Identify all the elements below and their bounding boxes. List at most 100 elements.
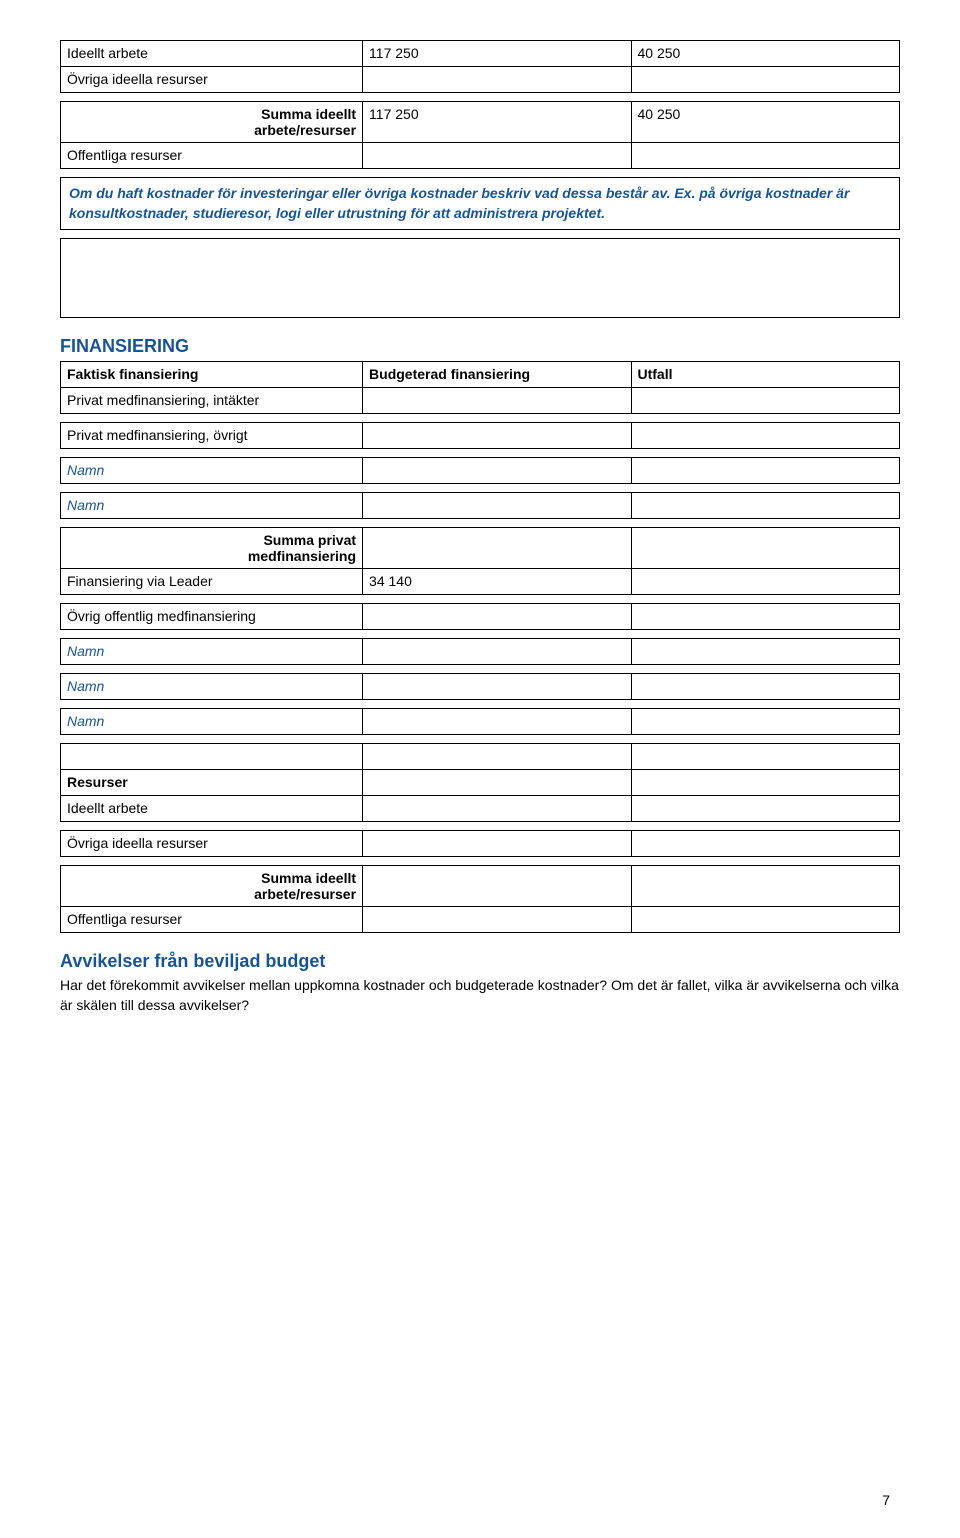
cell-namn: Namn [61, 639, 363, 665]
cell [631, 744, 900, 770]
table-row: Offentliga resurser [61, 143, 900, 169]
cell-header: Utfall [631, 362, 900, 388]
cell: 40 250 [631, 102, 900, 143]
cell: 117 250 [363, 102, 631, 143]
cell: 117 250 [363, 41, 631, 67]
cell: Övrig offentlig medfinansiering [61, 604, 363, 630]
cell: Privat medfinansiering, intäkter [61, 388, 363, 414]
table-row: Summa ideellt arbete/resurser 117 250 40… [61, 102, 900, 143]
cell [631, 866, 900, 907]
table-row: Namn [61, 674, 900, 700]
cell-namn: Namn [61, 674, 363, 700]
cell [631, 674, 900, 700]
table-finansiering-1: Faktisk finansiering Budgeterad finansie… [60, 361, 900, 414]
cell: 40 250 [631, 41, 900, 67]
table-finansiering-8: Namn [60, 673, 900, 700]
table-row: Ideellt arbete 117 250 40 250 [61, 41, 900, 67]
cell [363, 770, 631, 796]
cell [363, 388, 631, 414]
table-row: Namn [61, 493, 900, 519]
table-row: Övriga ideella resurser [61, 67, 900, 93]
cell-sum-privat: Summa privat medfinansiering [61, 528, 363, 569]
table-finansiering-11: Övriga ideella resurser [60, 830, 900, 857]
table-finansiering-9: Namn [60, 708, 900, 735]
note-box: Om du haft kostnader för investeringar e… [60, 177, 900, 230]
cell-header: Budgeterad finansiering [363, 362, 631, 388]
table-row: Namn [61, 458, 900, 484]
cell [363, 67, 631, 93]
cell-namn: Namn [61, 493, 363, 519]
cell [631, 143, 900, 169]
cell [631, 493, 900, 519]
cell-sum-ideellt: Summa ideellt arbete/resurser [61, 866, 363, 907]
table-row [61, 744, 900, 770]
table-row: Namn [61, 639, 900, 665]
cell [631, 458, 900, 484]
avvikelser-text: Har det förekommit avvikelser mellan upp… [60, 976, 900, 1015]
note-text: Om du haft kostnader för investeringar e… [69, 184, 891, 223]
cell [631, 423, 900, 449]
table-row: Övrig offentlig medfinansiering [61, 604, 900, 630]
cell [631, 569, 900, 595]
table-row: Övriga ideella resurser [61, 831, 900, 857]
cell: Övriga ideella resurser [61, 67, 363, 93]
table-row: Summa ideellt arbete/resurser [61, 866, 900, 907]
cell [363, 796, 631, 822]
table-row: Offentliga resurser [61, 907, 900, 933]
cell-empty [61, 744, 363, 770]
cell [631, 770, 900, 796]
cell [363, 866, 631, 907]
cell: 34 140 [363, 569, 631, 595]
table-row: Summa privat medfinansiering [61, 528, 900, 569]
empty-input-box[interactable] [60, 238, 900, 318]
cell [363, 143, 631, 169]
cell [631, 604, 900, 630]
table-row: Faktisk finansiering Budgeterad finansie… [61, 362, 900, 388]
cell: Privat medfinansiering, övrigt [61, 423, 363, 449]
table-finansiering-12: Summa ideellt arbete/resurser Offentliga… [60, 865, 900, 933]
cell [363, 709, 631, 735]
table-finansiering-5: Summa privat medfinansiering Finansierin… [60, 527, 900, 595]
table-row: Resurser [61, 770, 900, 796]
cell [631, 796, 900, 822]
cell-namn: Namn [61, 709, 363, 735]
cell [631, 831, 900, 857]
cell: Ideellt arbete [61, 41, 363, 67]
table-row: Privat medfinansiering, intäkter [61, 388, 900, 414]
table-ideellt-top: Ideellt arbete 117 250 40 250 Övriga ide… [60, 40, 900, 93]
cell [631, 639, 900, 665]
cell-namn: Namn [61, 458, 363, 484]
cell [363, 458, 631, 484]
cell-header: Faktisk finansiering [61, 362, 363, 388]
cell-sum-label: Summa ideellt arbete/resurser [61, 102, 363, 143]
table-finansiering-7: Namn [60, 638, 900, 665]
table-finansiering-10: Resurser Ideellt arbete [60, 743, 900, 822]
cell [363, 639, 631, 665]
cell [363, 831, 631, 857]
cell [631, 528, 900, 569]
heading-avvikelser: Avvikelser från beviljad budget [60, 951, 900, 972]
table-finansiering-2: Privat medfinansiering, övrigt [60, 422, 900, 449]
table-row: Namn [61, 709, 900, 735]
table-finansiering-3: Namn [60, 457, 900, 484]
cell: Finansiering via Leader [61, 569, 363, 595]
cell [631, 709, 900, 735]
cell: Övriga ideella resurser [61, 831, 363, 857]
table-finansiering-6: Övrig offentlig medfinansiering [60, 603, 900, 630]
cell [363, 423, 631, 449]
page-number: 7 [882, 1492, 890, 1508]
cell [631, 67, 900, 93]
cell [363, 604, 631, 630]
heading-finansiering: FINANSIERING [60, 336, 900, 357]
table-finansiering-4: Namn [60, 492, 900, 519]
cell [363, 528, 631, 569]
cell [363, 744, 631, 770]
cell [631, 907, 900, 933]
cell: Ideellt arbete [61, 796, 363, 822]
table-row: Privat medfinansiering, övrigt [61, 423, 900, 449]
cell [363, 674, 631, 700]
cell [363, 907, 631, 933]
cell [631, 388, 900, 414]
cell: Offentliga resurser [61, 143, 363, 169]
table-row: Finansiering via Leader 34 140 [61, 569, 900, 595]
